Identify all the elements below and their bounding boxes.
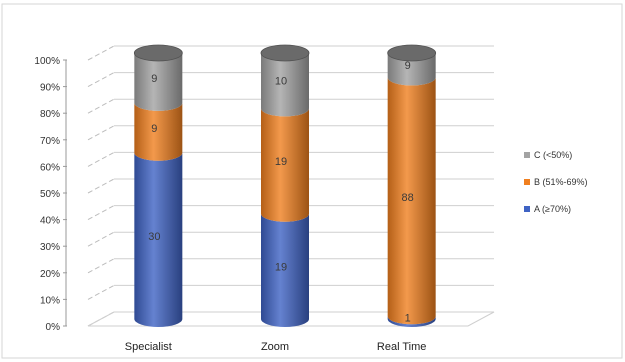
y-tick-label: 60%: [40, 162, 60, 173]
data-labels: 30 9 9 19 19 10 1 88 9: [148, 60, 414, 324]
gridline-side-7: [87, 125, 115, 141]
bar-segment: [261, 53, 309, 117]
x-axis-labels: Specialist Zoom Real Time: [125, 341, 427, 353]
y-tick-label: 30%: [40, 242, 60, 253]
data-label: 1: [405, 313, 411, 325]
bar-top-cap: [387, 44, 437, 62]
legend-swatch: [524, 179, 530, 185]
data-label: 19: [275, 261, 287, 273]
gridline-side-9: [87, 72, 115, 88]
gridline-side-10: [87, 45, 115, 61]
data-label: 19: [275, 156, 287, 168]
legend-label: B (51%-69%): [534, 177, 588, 187]
y-tick-label: 40%: [40, 216, 60, 227]
x-tick-label: Specialist: [125, 341, 172, 353]
gridline-side-6: [87, 151, 115, 167]
gridline-side-5: [87, 178, 115, 194]
gridline-side-8: [87, 98, 115, 114]
bar-segment: [261, 108, 309, 222]
chart-border: [1, 3, 623, 359]
gridline-side-4: [87, 205, 115, 221]
x-tick-label: Real Time: [377, 341, 427, 353]
y-tick-label: 80%: [40, 109, 60, 120]
data-label: 9: [151, 123, 157, 135]
y-tick-label: 70%: [40, 136, 60, 147]
gridline-side-2: [87, 258, 115, 274]
bar-segment: [387, 316, 436, 327]
y-tick-label: 50%: [40, 189, 60, 200]
bar-top-cap: [133, 44, 183, 62]
legend-swatch: [524, 152, 530, 158]
data-label: 30: [148, 231, 160, 243]
y-tick-label: 20%: [40, 269, 60, 280]
data-label: 9: [151, 73, 157, 85]
bar-segment: [387, 77, 436, 325]
bar-segment: [134, 152, 183, 327]
bar-top-cap: [260, 44, 310, 62]
bar-segment: [261, 213, 309, 327]
x-tick-label: Zoom: [261, 341, 289, 353]
bar-segment: [134, 102, 183, 161]
y-tick-label: 0%: [46, 322, 61, 333]
data-label: 10: [275, 76, 287, 88]
bars: [133, 44, 437, 327]
gridline-side-1: [87, 284, 115, 300]
data-label: 9: [405, 60, 411, 72]
y-tick-label: 100%: [34, 56, 60, 67]
data-label: 88: [402, 192, 414, 204]
chart-floor: [87, 311, 495, 327]
y-tick-label: 10%: [40, 295, 60, 306]
legend: C (<50%) B (51%-69%) A (≥70%): [524, 150, 588, 214]
bar-segment: [387, 53, 436, 86]
legend-label: A (≥70%): [534, 204, 571, 214]
y-axis: 0% 10% 20% 30% 40% 50% 60% 70% 80% 90% 100%: [34, 56, 67, 333]
legend-swatch: [524, 206, 530, 212]
bar-segment: [134, 53, 183, 111]
y-tick-label: 90%: [40, 83, 60, 94]
gridline-side-3: [87, 231, 115, 247]
legend-label: C (<50%): [534, 150, 572, 160]
